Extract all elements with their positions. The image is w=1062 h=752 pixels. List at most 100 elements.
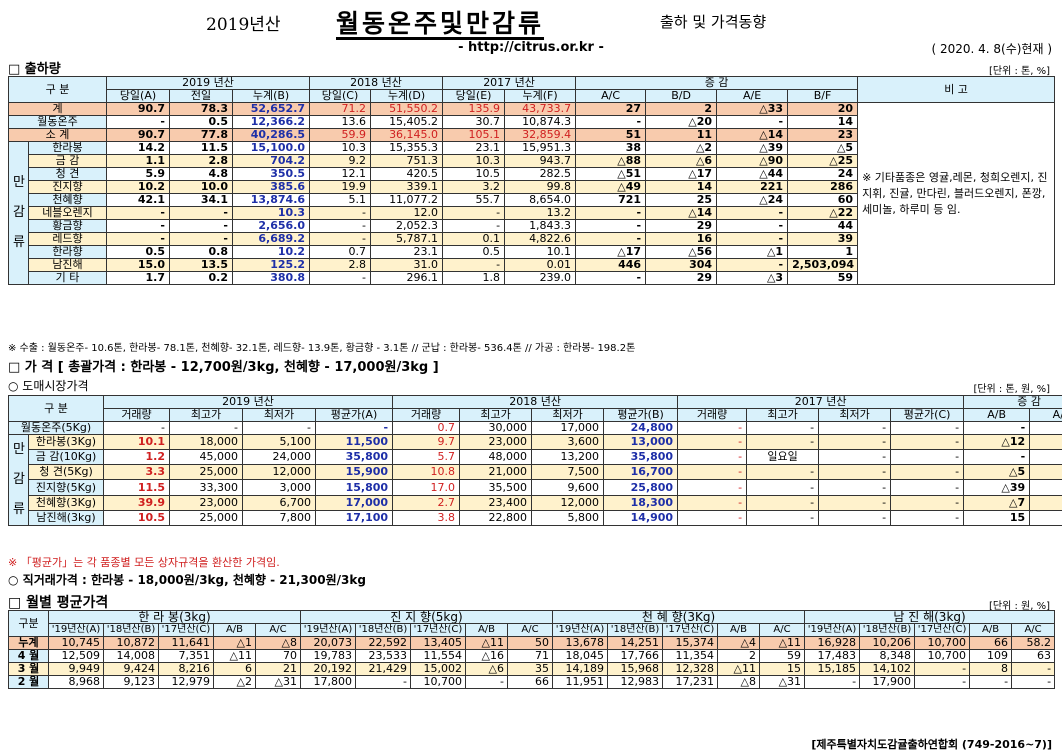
table-cell: 12,328	[663, 663, 718, 676]
table-cell: -	[243, 422, 316, 435]
market-subheader: A/B	[964, 409, 1030, 422]
table-cell: -	[717, 220, 788, 233]
row-label: 천혜향(3Kg)	[29, 495, 104, 510]
table-cell: -	[678, 465, 747, 480]
table-cell: △3	[717, 272, 788, 285]
table-cell: 9,123	[104, 676, 159, 689]
table-cell: 9,424	[104, 663, 159, 676]
table-cell: 3,000	[243, 480, 316, 495]
table-cell: 4.8	[170, 168, 233, 181]
table-cell: -	[964, 422, 1030, 435]
table-cell: 66	[970, 637, 1012, 650]
monthly-subheader: A/B	[214, 624, 256, 637]
table-cell: △17	[576, 246, 646, 259]
table-cell: 14	[646, 181, 717, 194]
shipment-subheader: A/C	[576, 90, 646, 103]
table-cell: △56	[646, 246, 717, 259]
table-cell: 15.0	[107, 259, 170, 272]
table-cell: -	[678, 495, 747, 510]
shipment-subheader: 당일(C)	[310, 90, 371, 103]
table-cell: 50	[508, 637, 553, 650]
row-label: 월동온주(5Kg)	[9, 422, 104, 435]
table-cell: 19.9	[310, 181, 371, 194]
table-cell: 30.7	[443, 116, 505, 129]
website-url[interactable]: - http://citrus.or.kr -	[0, 40, 1062, 55]
table-cell: 25,000	[170, 510, 243, 525]
table-cell: △17	[646, 168, 717, 181]
shipment-unit: [단위 : 톤, %]	[989, 62, 1050, 77]
table-cell: 14,251	[608, 637, 663, 650]
table-cell: 10,700	[915, 650, 970, 663]
table-cell: 10,700	[411, 676, 466, 689]
monthly-group-header: 남 진 해(3kg)	[805, 611, 1055, 624]
table-cell: 10.2	[233, 246, 310, 259]
table-cell: -	[1030, 495, 1062, 510]
table-cell: 2,503,094	[788, 259, 858, 272]
table-cell: 7,800	[243, 510, 316, 525]
table-cell: 15,002	[411, 663, 466, 676]
table-cell: 20,073	[301, 637, 356, 650]
table-cell: 2	[718, 650, 760, 663]
table-cell: △31	[256, 676, 301, 689]
market-subheader: 최고가	[747, 409, 819, 422]
monthly-subheader: '17년산(C)	[915, 624, 970, 637]
table-cell: 385.6	[233, 181, 310, 194]
shipment-subheader: 누계(D)	[371, 90, 443, 103]
table-cell: 10,874.3	[505, 116, 576, 129]
row-label: 2 월	[9, 676, 49, 689]
table-cell: 15,185	[805, 663, 860, 676]
table-cell: 10.1	[505, 246, 576, 259]
table-cell: 29	[646, 220, 717, 233]
table-cell: 27	[576, 103, 646, 116]
table-cell: 1.8	[443, 272, 505, 285]
table-cell: 15,951.3	[505, 142, 576, 155]
row-label: 월동온주	[9, 116, 107, 129]
table-cell: △14	[717, 129, 788, 142]
table-cell: 71.2	[310, 103, 371, 116]
table-cell: 350.5	[233, 168, 310, 181]
table-cell: 23,400	[460, 495, 532, 510]
shipment-corner: 구 분	[9, 77, 107, 103]
row-label: 진지향(5Kg)	[29, 480, 104, 495]
monthly-subheader: A/C	[508, 624, 553, 637]
market-corner: 구 분	[9, 396, 104, 422]
table-cell: -	[443, 207, 505, 220]
table-cell: 11.5	[170, 142, 233, 155]
table-cell: 17,231	[663, 676, 718, 689]
monthly-subheader: '19년산(A)	[805, 624, 860, 637]
table-cell: 0.8	[170, 246, 233, 259]
table-cell: -	[819, 422, 891, 435]
table-cell: 15,900	[316, 465, 393, 480]
table-cell: 20,192	[301, 663, 356, 676]
table-cell: -	[316, 422, 393, 435]
table-cell: 7,500	[532, 465, 604, 480]
table-cell: -	[819, 510, 891, 525]
table-cell: 51	[576, 129, 646, 142]
row-label: 청 견(5Kg)	[29, 465, 104, 480]
table-cell: -	[1030, 465, 1062, 480]
monthly-subheader: '18년산(B)	[104, 624, 159, 637]
table-cell: 11,951	[553, 676, 608, 689]
row-label: 진지향	[29, 181, 107, 194]
shipment-subheader: 전일	[170, 90, 233, 103]
monthly-subheader: A/C	[1012, 624, 1055, 637]
table-cell: 18,000	[170, 435, 243, 450]
table-cell: 51,550.2	[371, 103, 443, 116]
table-cell: 40,286.5	[233, 129, 310, 142]
table-cell: 9.7	[393, 435, 460, 450]
table-cell: 0.7	[393, 422, 460, 435]
monthly-group-header: 진 지 향(5kg)	[301, 611, 553, 624]
table-cell: 221	[717, 181, 788, 194]
shipment-table: 구 분 2019 년산 2018 년산 2017 년산 증 감 비 고 당일(A…	[8, 76, 1055, 285]
table-cell: 15,405.2	[371, 116, 443, 129]
monthly-subheader: A/B	[970, 624, 1012, 637]
row-label: 남진해(3kg)	[29, 510, 104, 525]
table-cell: -	[747, 422, 819, 435]
monthly-subheader: '18년산(B)	[860, 624, 915, 637]
table-cell: 17,000	[316, 495, 393, 510]
table-cell: 15,800	[316, 480, 393, 495]
monthly-subheader: '19년산(A)	[553, 624, 608, 637]
table-cell: -	[170, 422, 243, 435]
